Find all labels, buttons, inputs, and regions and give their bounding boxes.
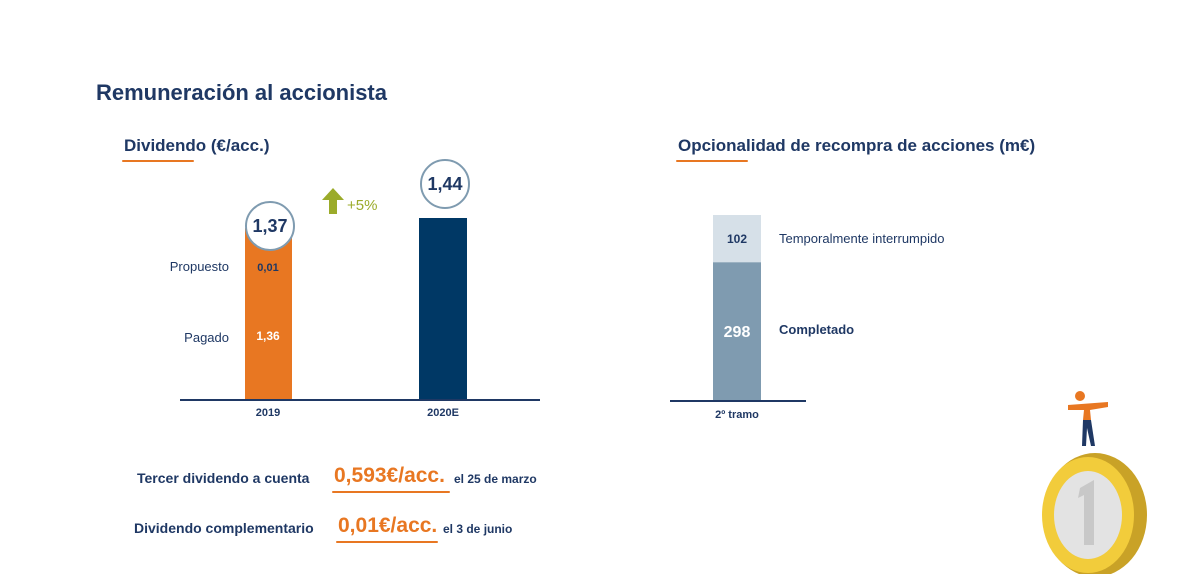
buyback-chart-title: Opcionalidad de recompra de acciones (m€… [678,136,1036,155]
tick-label-2-tramo: 2º tramo [715,409,759,421]
tick-label-2020e: 2020E [427,407,459,419]
legend-temporalmente-interrumpido: Temporalmente interrumpido [779,231,944,246]
bar-completado [713,262,761,400]
growth-arrow-icon [322,188,344,214]
dividend-2-underline [336,541,438,543]
growth-label: +5% [347,197,377,214]
dividend-2-date: el 3 de junio [443,522,513,536]
dividend-1-date: el 25 de marzo [454,472,537,486]
dividend-title-underline [122,160,194,162]
dividend-chart-title: Dividendo (€/acc.) [124,136,270,155]
page-title: Remuneración al accionista [96,80,387,105]
legend-pagado: Pagado [184,330,229,345]
person-illustration [1068,391,1108,446]
bar-interrumpido-label: 102 [727,232,747,246]
buyback-title-underline [676,160,748,162]
dividend-1-value: 0,593€/acc. [334,464,445,487]
legend-completado: Completado [779,322,854,337]
bar-temporalmente-interrumpido [713,215,761,263]
bar-2019-propuesto-label: 0,01 [257,262,278,274]
total-circle-2019: 1,37 [245,201,295,251]
dividend-2-value: 0,01€/acc. [338,514,438,537]
coin-illustration [1042,453,1147,574]
dividend-2-label: Dividendo complementario [134,520,314,536]
bar-2019-pagado-label: 1,36 [256,329,280,343]
dividend-1-underline [332,491,450,493]
legend-propuesto: Propuesto [170,259,229,274]
tick-label-2019: 2019 [256,407,280,419]
bar-2020e [419,218,467,400]
bar-completado-label: 298 [724,324,751,341]
bar-2019-pagado [245,228,292,400]
dividend-1-label: Tercer dividendo a cuenta [137,470,310,486]
total-circle-2020e: 1,44 [420,159,470,209]
